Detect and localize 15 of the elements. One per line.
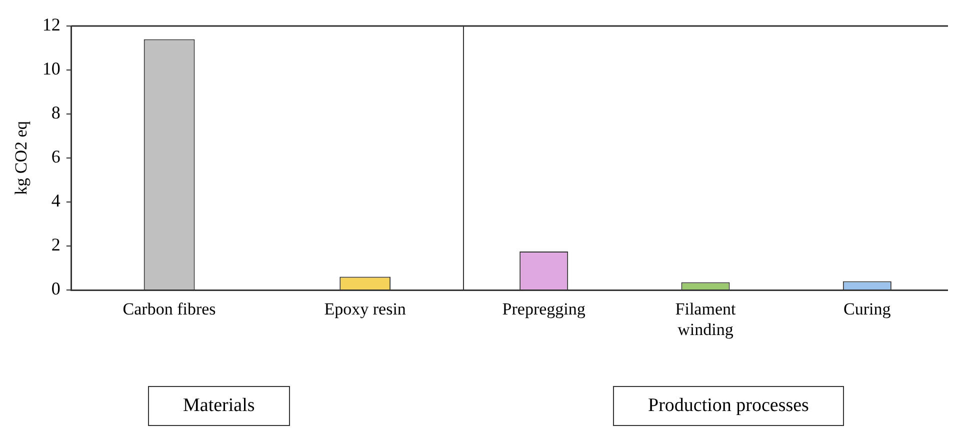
x-tick-label: Curing (844, 300, 892, 319)
y-tick-label: 8 (51, 102, 60, 123)
y-tick-label: 4 (51, 190, 60, 211)
y-tick-label: 2 (51, 234, 60, 255)
x-tick-label: Carbon fibres (122, 300, 216, 319)
text: Materials (148, 386, 290, 426)
y-tick-label: 12 (42, 14, 60, 35)
x-tick-label: Filament winding (675, 300, 736, 340)
y-tick-label: 10 (42, 58, 60, 79)
x-tick-label: Epoxy resin (324, 300, 406, 319)
y-tick-label: 0 (51, 278, 60, 299)
x-tick-label: Prepregging (502, 300, 586, 319)
y-axis-title: kg CO2 eq (12, 120, 31, 195)
text: Production processes (613, 386, 844, 426)
y-tick-label: 6 (51, 146, 60, 167)
